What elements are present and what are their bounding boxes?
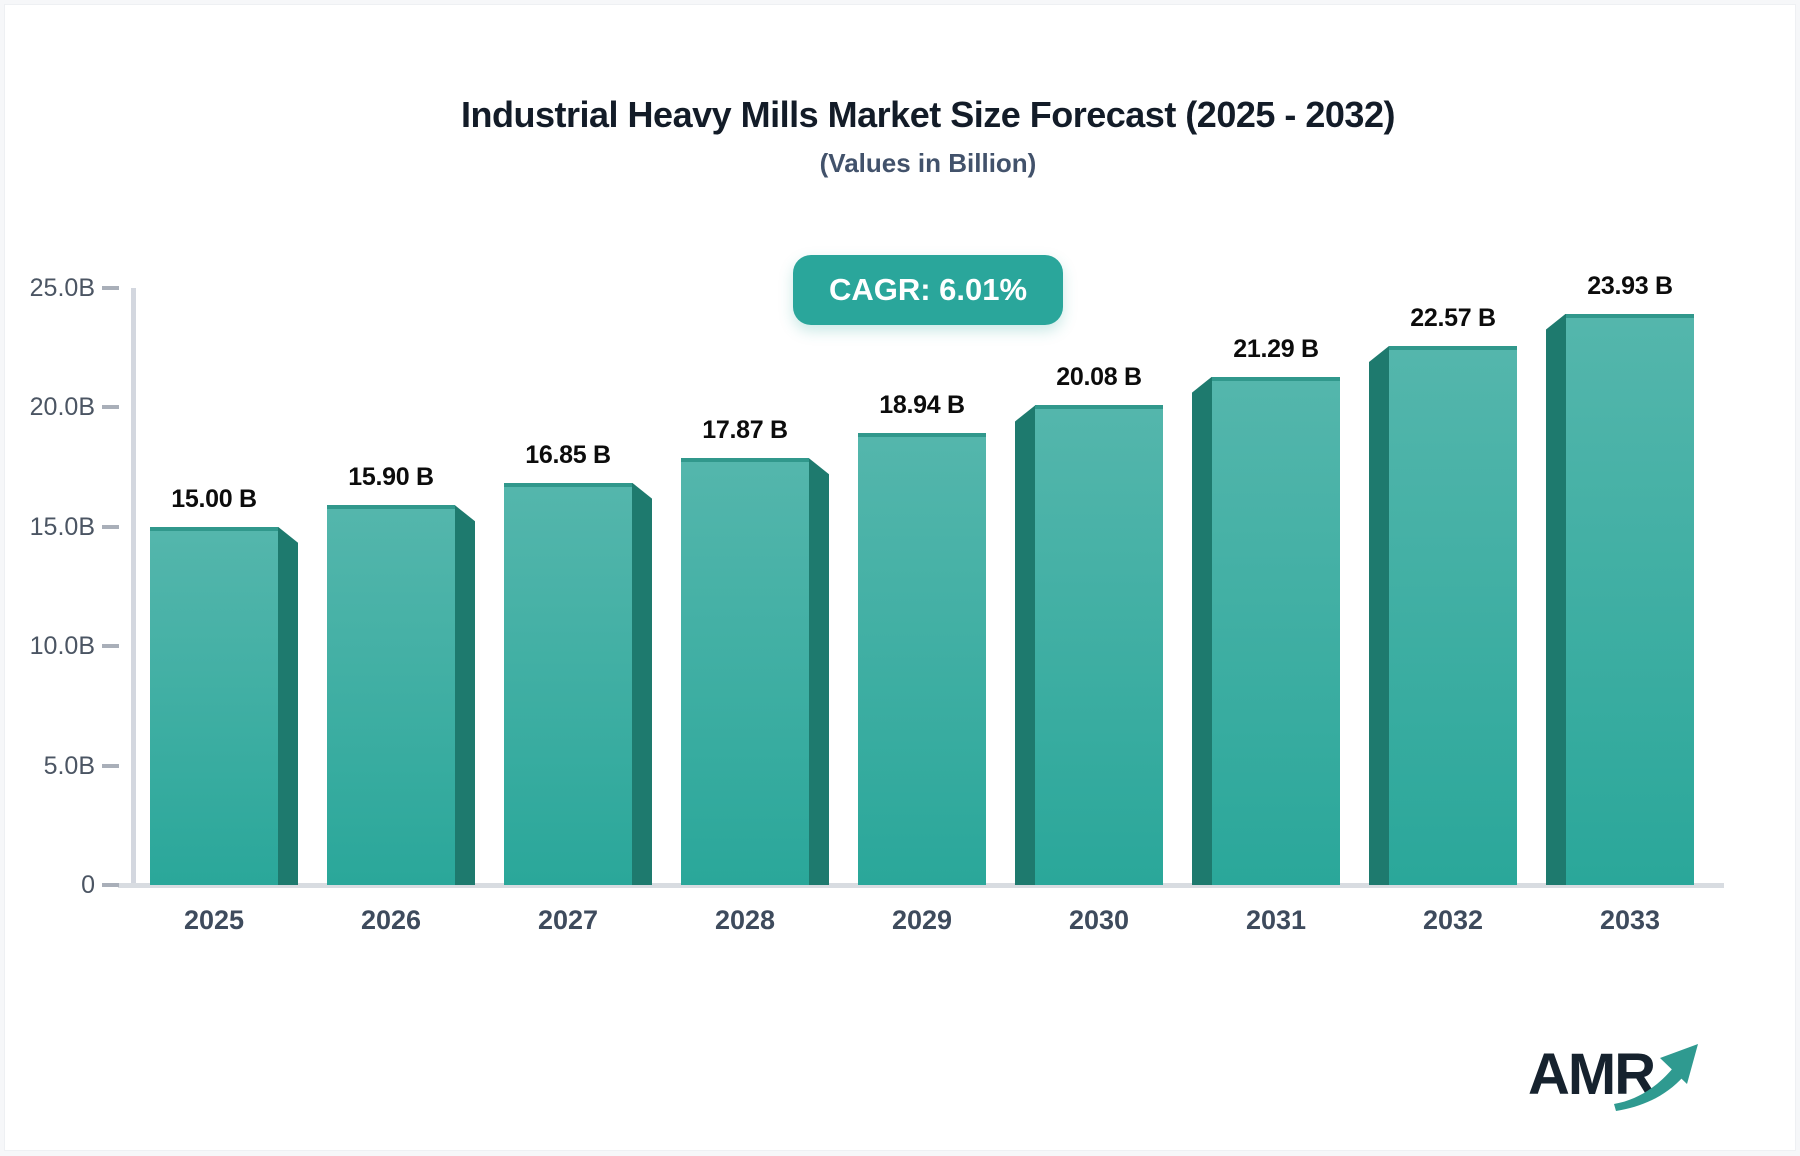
bar-face: [858, 432, 986, 885]
x-tick-label: 2028: [714, 905, 776, 935]
bar-side-3d: [455, 505, 475, 885]
growth-arrow-tail-icon: [1614, 1068, 1683, 1111]
bar: [504, 482, 652, 885]
bar: [681, 458, 829, 885]
bar-value-label: 20.08 B: [1056, 363, 1142, 392]
cagr-badge-label: CAGR: 6.01%: [828, 272, 1028, 307]
x-tick-label: 2033: [1599, 905, 1661, 935]
y-tick-mark: [102, 883, 119, 887]
x-tick-label: 2027: [537, 905, 599, 935]
y-tick-mark: [102, 644, 119, 649]
y-tick-label: 25.0B: [29, 274, 95, 302]
y-tick-label: 10.0B: [29, 632, 95, 661]
bar-face: [150, 526, 278, 885]
bar-face: [1035, 405, 1163, 885]
x-tick-label: 2025: [183, 905, 245, 935]
bar: [1015, 405, 1163, 885]
bar-side-3d: [1192, 376, 1212, 885]
x-tick-label: 2032: [1422, 905, 1484, 935]
chart-title: Industrial Heavy Mills Market Size Forec…: [461, 94, 1395, 135]
y-tick-label: 5.0B: [43, 751, 95, 780]
y-tick-label: 0: [81, 871, 95, 899]
bar: [1369, 346, 1517, 885]
bar-face: [681, 458, 809, 885]
y-axis-line: [131, 288, 136, 886]
bar-value-label: 16.85 B: [525, 440, 611, 469]
bar-face: [504, 482, 632, 885]
bar-value-label: 22.57 B: [1410, 304, 1496, 333]
bar-value-label: 21.29 B: [1233, 334, 1319, 363]
bar-value-label: 15.00 B: [171, 484, 257, 513]
growth-arrow-head-icon: [1660, 1044, 1698, 1084]
x-tick-label: 2031: [1245, 905, 1307, 935]
chart-subtitle: (Values in Billion): [819, 148, 1037, 178]
bar-face: [1566, 313, 1694, 885]
bar-value-label: 15.90 B: [348, 463, 434, 492]
bar-side-3d: [809, 458, 829, 885]
x-tick-label: 2026: [360, 905, 422, 935]
y-tick-mark: [102, 524, 119, 529]
bar: [858, 432, 986, 885]
bar: [1192, 376, 1340, 885]
bar-value-label: 17.87 B: [702, 416, 788, 445]
bar-face: [1212, 376, 1340, 885]
bar: [327, 505, 475, 885]
x-axis-line: [118, 883, 1724, 888]
y-tick-mark: [102, 405, 119, 410]
y-tick-label: 15.0B: [29, 512, 95, 541]
amr-logo: AMR: [1528, 1042, 1698, 1111]
bar-face: [327, 505, 455, 885]
y-tick-label: 20.0B: [29, 393, 95, 422]
bar-side-3d: [1369, 346, 1389, 885]
bar-side-3d: [278, 526, 298, 885]
bar: [150, 526, 298, 885]
bar-side-3d: [632, 482, 652, 885]
bar-value-label: 23.93 B: [1587, 271, 1673, 300]
bar: [1546, 313, 1694, 885]
y-tick-mark: [102, 763, 119, 768]
y-tick-mark: [102, 286, 119, 290]
x-tick-label: 2030: [1068, 905, 1130, 935]
bar-face: [1389, 346, 1517, 885]
bar-side-3d: [1546, 313, 1566, 885]
cagr-badge: CAGR: 6.01%: [793, 255, 1063, 325]
bar-side-3d: [1015, 405, 1035, 885]
x-tick-label: 2029: [891, 905, 953, 935]
bar-value-label: 18.94 B: [879, 390, 965, 419]
logo-text: AMR: [1528, 1042, 1655, 1107]
